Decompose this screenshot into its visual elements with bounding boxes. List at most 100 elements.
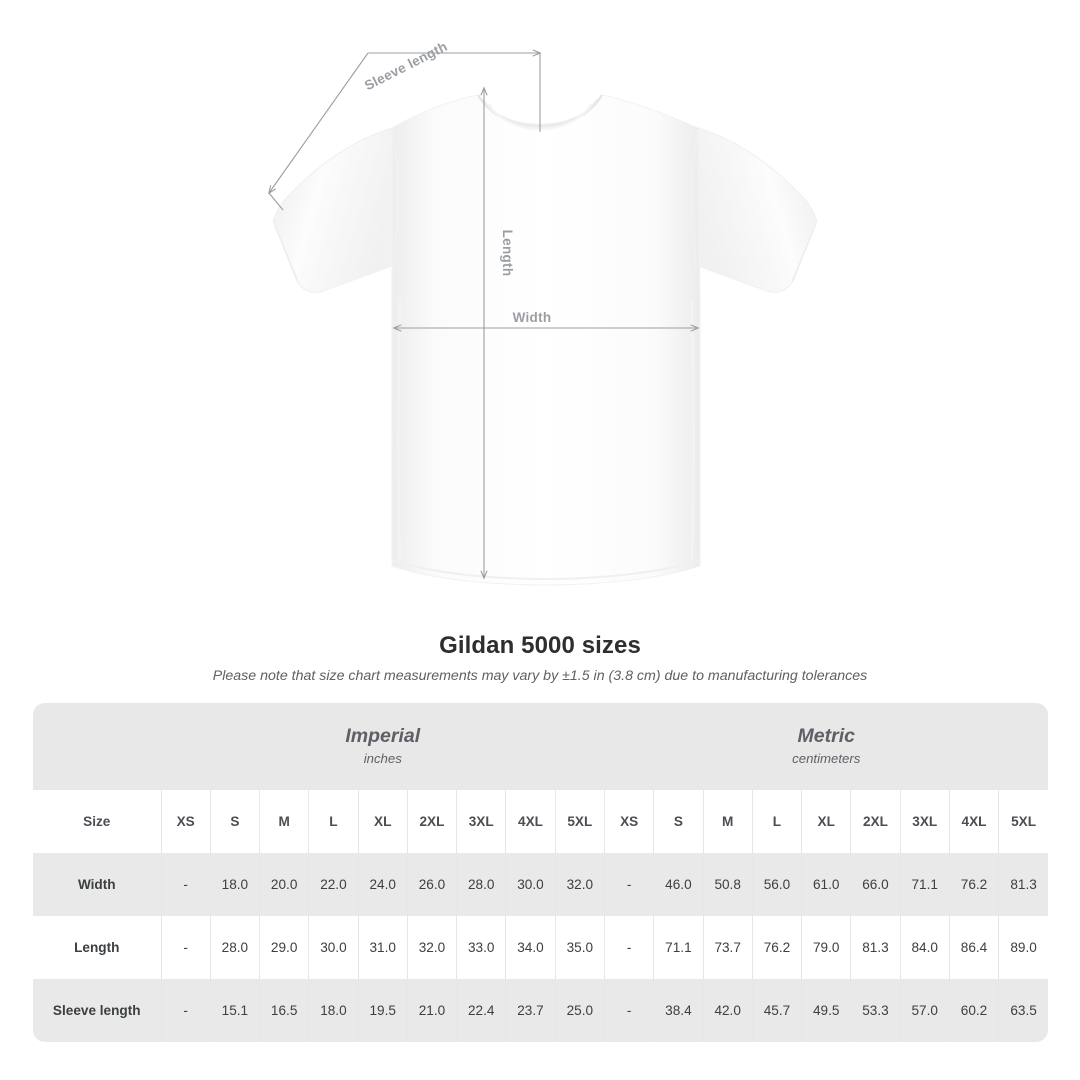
unit-header-metric: Metric centimeters (604, 703, 1048, 790)
cell-value: 16.5 (259, 979, 310, 1042)
cell-value: 71.1 (900, 853, 950, 916)
size-header-l-imperial: L (308, 790, 359, 853)
cell-value: 29.0 (259, 916, 310, 979)
width-annotation: Width (394, 310, 698, 328)
cell-value: 61.0 (801, 853, 852, 916)
tolerance-note: Please note that size chart measurements… (212, 668, 868, 684)
unit-name-imperial: Imperial (345, 725, 421, 748)
row-label: Sleeve length (33, 979, 162, 1042)
length-label: Length (500, 230, 515, 277)
tshirt-measurement-diagram: Sleeve length Length Width (0, 39, 818, 586)
cell-value: 34.0 (505, 916, 556, 979)
cell-value: 53.3 (850, 979, 901, 1042)
cell-value: 57.0 (900, 979, 950, 1042)
cell-value: 33.0 (456, 916, 507, 979)
size-chart-table: Imperial inches Metric centimeters Size … (33, 703, 1048, 1042)
cell-value: 45.7 (752, 979, 803, 1042)
cell-value: 32.0 (555, 853, 606, 916)
cell-value: 23.7 (505, 979, 556, 1042)
cell-value: 66.0 (850, 853, 901, 916)
cell-value: 73.7 (703, 916, 753, 979)
cell-value: - (161, 853, 211, 916)
size-header-label: Size (33, 790, 162, 853)
row-label: Width (33, 853, 162, 916)
size-header-2xl-metric: 2XL (850, 790, 901, 853)
size-header-m-metric: M (703, 790, 753, 853)
cell-value: 22.0 (308, 853, 359, 916)
cell-value: 28.0 (210, 916, 261, 979)
cell-value: 19.5 (358, 979, 408, 1042)
cell-value: 20.0 (259, 853, 310, 916)
cell-value: 35.0 (555, 916, 606, 979)
size-header-2xl-imperial: 2XL (407, 790, 458, 853)
cell-value: 81.3 (850, 916, 901, 979)
cell-value: 30.0 (308, 916, 359, 979)
cell-value: 79.0 (801, 916, 852, 979)
cell-value: 38.4 (653, 979, 704, 1042)
table-row: Width -18.0 20.0 22.0 24.0 26.0 28.0 30.0 32.0-4… (33, 853, 1048, 916)
cell-value: 71.1 (653, 916, 704, 979)
sleeve-length-label: Sleeve length (362, 39, 450, 94)
cell-value: 28.0 (456, 853, 507, 916)
size-header-xs-imperial: XS (161, 790, 211, 853)
page-title: Gildan 5000 sizes (439, 632, 641, 659)
length-annotation: Length (484, 88, 515, 578)
size-header-5xl-metric: 5XL (998, 790, 1048, 853)
size-header-3xl-imperial: 3XL (456, 790, 507, 853)
cell-value: 60.2 (949, 979, 1000, 1042)
unit-sub-imperial: inches (363, 750, 402, 766)
cell-value: 50.8 (703, 853, 753, 916)
cell-value: - (604, 916, 655, 979)
cell-value: 21.0 (407, 979, 458, 1042)
unit-name-metric: Metric (797, 725, 855, 748)
unit-header-imperial: Imperial inches (161, 703, 605, 790)
unit-header-row: Imperial inches Metric centimeters (33, 703, 1048, 790)
cell-value: 49.5 (801, 979, 852, 1042)
sleeve-diagonal-arrow (269, 52, 369, 193)
cell-value: 84.0 (900, 916, 950, 979)
cell-value: 18.0 (308, 979, 359, 1042)
unit-header-spacer (33, 703, 161, 790)
size-header-4xl-metric: 4XL (949, 790, 1000, 853)
cell-value: 46.0 (653, 853, 704, 916)
size-header-3xl-metric: 3XL (900, 790, 950, 853)
cell-value: 31.0 (358, 916, 408, 979)
size-header-xs-metric: XS (604, 790, 655, 853)
cell-value: 25.0 (555, 979, 606, 1042)
cell-value: - (604, 979, 655, 1042)
cell-value: 32.0 (407, 916, 458, 979)
cell-value: 86.4 (949, 916, 1000, 979)
cell-value: 76.2 (949, 853, 1000, 916)
table-row: Sleeve length -15.1 16.5 18.0 19.5 21.0 22.4 23… (33, 979, 1048, 1042)
size-header-row: Size XS S M L XL 2XL 3XL 4XL 5XL XS S M L XL 2XL 3XL 4XL… (33, 790, 1048, 853)
size-header-l-metric: L (752, 790, 803, 853)
size-header-xl-metric: XL (801, 790, 852, 853)
cell-value: 15.1 (210, 979, 261, 1042)
sleeve-end-tick (268, 192, 284, 211)
size-header-5xl-imperial: 5XL (555, 790, 606, 853)
cell-value: 30.0 (505, 853, 556, 916)
row-label: Length (33, 916, 162, 979)
cell-value: 89.0 (998, 916, 1048, 979)
cell-value: - (604, 853, 655, 916)
size-header-s-imperial: S (210, 790, 261, 853)
cell-value: 18.0 (210, 853, 261, 916)
cell-value: - (161, 916, 211, 979)
tshirt-silhouette (272, 94, 818, 586)
unit-sub-metric: centimeters (792, 750, 861, 766)
cell-value: - (161, 979, 211, 1042)
cell-value: 63.5 (998, 979, 1048, 1042)
cell-value: 24.0 (358, 853, 408, 916)
size-header-s-metric: S (653, 790, 704, 853)
width-label: Width (513, 310, 552, 325)
table-row: Length -28.0 29.0 30.0 31.0 32.0 33.0 34.0 35.0-… (33, 916, 1048, 979)
cell-value: 42.0 (703, 979, 753, 1042)
cell-value: 26.0 (407, 853, 458, 916)
cell-value: 81.3 (998, 853, 1048, 916)
cell-value: 76.2 (752, 916, 803, 979)
cell-value: 56.0 (752, 853, 803, 916)
size-header-xl-imperial: XL (358, 790, 408, 853)
cell-value: 22.4 (456, 979, 507, 1042)
size-header-4xl-imperial: 4XL (505, 790, 556, 853)
size-header-m-imperial: M (259, 790, 310, 853)
